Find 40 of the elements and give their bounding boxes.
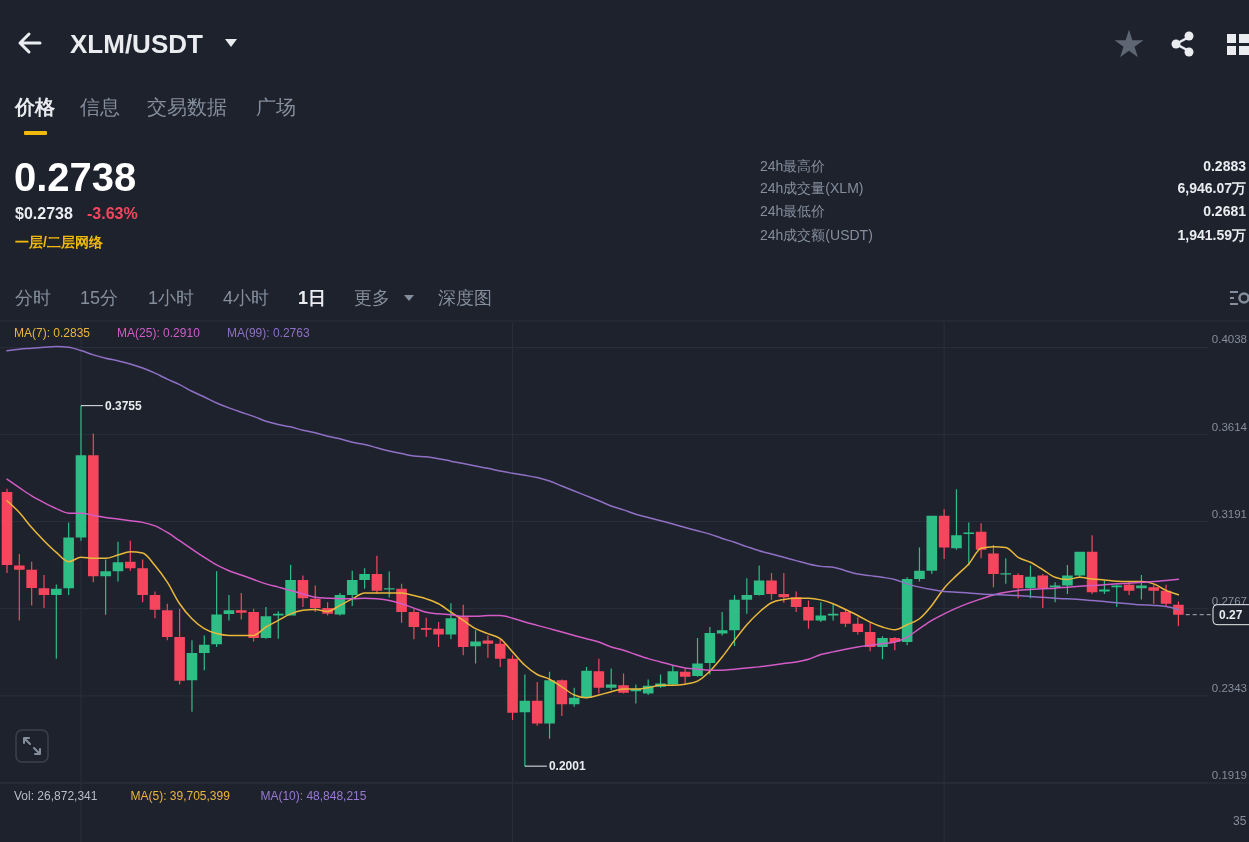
text: MA(10): 48,848,215 (260, 789, 367, 803)
text: 24h成交额(USDT) (760, 227, 873, 243)
text: 0.2883 (1203, 158, 1247, 174)
text: Vol: 26,872,341 (14, 789, 98, 803)
y-tick-label: 0.4038 (1211, 333, 1247, 346)
annotation: 0.2001 (548, 759, 586, 774)
text: MA(25): 0.2910 (117, 326, 201, 340)
text: 24h成交量(XLM) (760, 180, 864, 196)
text: 更多 (354, 288, 390, 308)
y-tick-label: 0.3614 (1211, 420, 1248, 433)
text: 1日 (298, 288, 327, 308)
text: 15分 (80, 288, 119, 308)
ref-line-label: 0.27 (1219, 607, 1243, 622)
y-tick-label: 0.2343 (1211, 681, 1247, 694)
text: 1,941.59万 (1177, 227, 1246, 243)
text: 分时 (15, 288, 51, 308)
text: 深度图 (438, 288, 492, 308)
text: 35 (1233, 814, 1247, 828)
text: 6,946.07万 (1177, 180, 1246, 196)
text: 广场 (256, 96, 296, 118)
y-tick-label: 0.1919 (1211, 769, 1247, 781)
text: 信息 (80, 96, 120, 118)
text: 4小时 (223, 288, 270, 308)
text: 一层/二层网络 (15, 234, 104, 250)
text: MA(7): 0.2835 (14, 326, 91, 340)
y-tick-label: 0.2767 (1211, 594, 1247, 607)
text: MA(99): 0.2763 (226, 326, 310, 340)
text: 0.2738 (14, 155, 137, 199)
text: 24h最高价 (760, 158, 826, 174)
text: XLM/USDT (70, 29, 203, 59)
text: 0.2681 (1203, 203, 1247, 219)
text: $0.2738 (15, 204, 73, 222)
y-tick-label: 0.3191 (1211, 507, 1247, 520)
text: 24h最低价 (760, 203, 826, 219)
annotation: 0.3755 (104, 398, 143, 413)
text: MA(5): 39,705,399 (130, 789, 231, 803)
text: -3.63% (87, 204, 138, 222)
text: 价格 (14, 96, 56, 118)
text: 交易数据 (147, 96, 227, 118)
text: 1小时 (148, 288, 195, 308)
